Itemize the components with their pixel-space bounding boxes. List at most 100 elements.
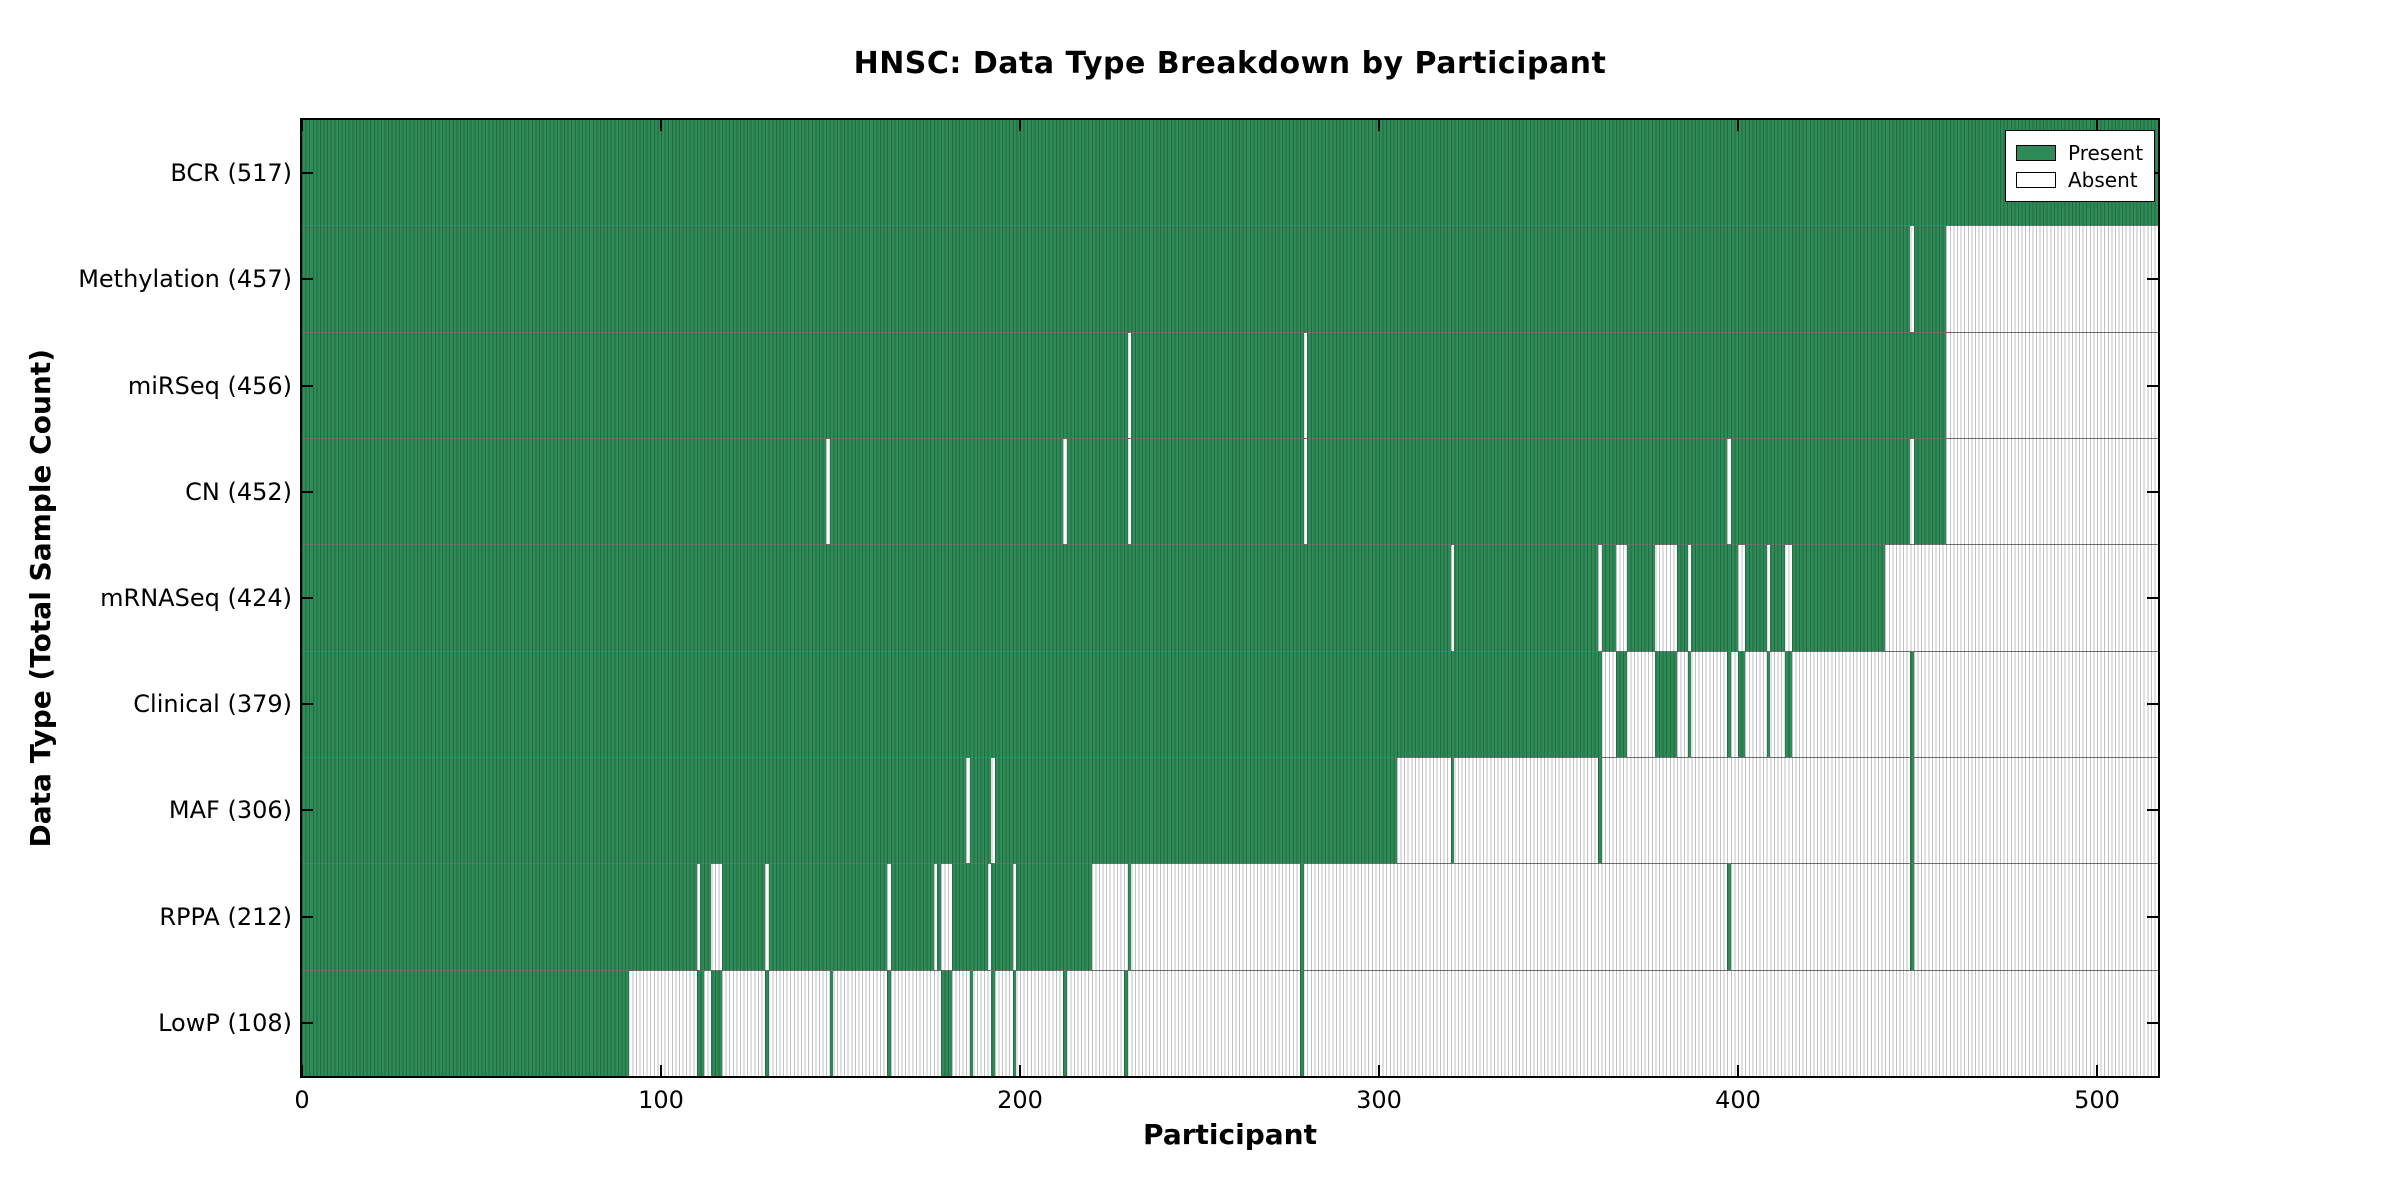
present-segment <box>1687 651 1692 757</box>
present-segment <box>768 864 888 970</box>
present-segment <box>887 970 891 1076</box>
present-segment <box>1300 970 1304 1076</box>
present-segment <box>991 864 1013 970</box>
y-tick-mark <box>2147 703 2158 706</box>
row-label-Clinical: Clinical (379) <box>133 690 292 719</box>
legend-entry-present: Present <box>2016 139 2144 166</box>
x-tick-mark <box>2095 1065 2098 1076</box>
y-tick-mark <box>2147 278 2158 281</box>
y-tick-mark <box>302 915 313 918</box>
y-tick-mark <box>302 597 313 599</box>
present-segment <box>1784 651 1792 757</box>
row-LowP <box>302 970 2158 1076</box>
y-tick-mark <box>302 278 313 281</box>
present-segment <box>1300 864 1304 970</box>
present-segment <box>1307 332 1947 438</box>
matrix-rows <box>302 120 2158 1076</box>
present-segment <box>890 864 934 970</box>
y-tick-mark <box>2147 384 2158 387</box>
y-tick-mark <box>302 172 313 175</box>
present-segment <box>1063 970 1067 1076</box>
present-segment <box>941 970 952 1076</box>
present-segment <box>951 864 988 970</box>
x-tick-mark <box>2095 120 2098 131</box>
legend-entry-absent: Absent <box>2016 166 2144 193</box>
present-segment <box>1770 545 1785 651</box>
present-segment <box>829 438 1064 545</box>
present-swatch <box>2016 144 2056 161</box>
row-label-Methylation: Methylation (457) <box>78 265 292 294</box>
y-tick-mark <box>302 490 313 493</box>
present-segment <box>696 970 705 1076</box>
present-segment <box>302 226 1911 332</box>
present-segment <box>829 970 834 1076</box>
row-label-RPPA: RPPA (212) <box>159 902 292 931</box>
present-segment <box>969 970 974 1076</box>
x-tick-label: 500 <box>2074 1086 2120 1114</box>
present-segment <box>1016 864 1092 970</box>
row-mRNASeq <box>302 545 2158 652</box>
present-segment <box>1910 864 1914 970</box>
present-segment <box>1626 545 1656 651</box>
x-tick-mark <box>301 120 303 131</box>
row-miRSeq <box>302 332 2158 439</box>
present-segment <box>1691 545 1738 651</box>
row-RPPA <box>302 864 2158 971</box>
present-segment <box>1450 757 1455 864</box>
row-label-LowP: LowP (108) <box>158 1008 292 1037</box>
y-tick-mark <box>2147 809 2158 812</box>
plot-area: Present Absent <box>300 118 2160 1078</box>
present-segment <box>1910 651 1914 757</box>
x-tick-mark <box>659 1065 662 1076</box>
row-label-mRNASeq: mRNASeq (424) <box>100 584 292 612</box>
present-segment <box>1766 651 1771 757</box>
present-segment <box>302 757 967 864</box>
present-segment <box>1913 226 1947 332</box>
row-label-CN: CN (452) <box>185 477 292 506</box>
x-tick-mark <box>1736 120 1739 131</box>
present-segment <box>302 545 1451 651</box>
present-segment <box>1913 438 1947 545</box>
chart-title: HNSC: Data Type Breakdown by Participant <box>853 46 1607 81</box>
legend-label-present: Present <box>2068 140 2144 165</box>
present-segment <box>1737 651 1746 757</box>
row-CN <box>302 438 2158 546</box>
x-tick-mark <box>301 1065 303 1076</box>
y-tick-mark <box>302 809 313 812</box>
present-segment <box>1454 545 1598 651</box>
present-segment <box>994 757 1397 864</box>
legend-label-absent: Absent <box>2068 167 2138 192</box>
x-tick-mark <box>1377 120 1380 131</box>
x-tick-mark <box>1377 1065 1380 1076</box>
present-segment <box>1131 332 1304 438</box>
x-tick-label: 100 <box>638 1086 684 1114</box>
present-segment <box>302 864 697 970</box>
present-segment <box>1124 970 1128 1076</box>
x-tick-mark <box>659 120 662 131</box>
present-segment <box>1012 970 1017 1076</box>
y-tick-mark <box>2147 597 2158 599</box>
row-MAF <box>302 757 2158 865</box>
present-segment <box>1910 757 1914 864</box>
present-segment <box>302 438 827 545</box>
x-tick-mark <box>1736 1065 1739 1076</box>
present-segment <box>1727 651 1731 757</box>
row-Clinical <box>302 651 2158 758</box>
y-tick-mark <box>2147 1021 2158 1024</box>
present-segment <box>700 864 712 970</box>
present-segment <box>991 970 995 1076</box>
present-segment <box>937 864 941 970</box>
present-segment <box>1597 757 1602 864</box>
present-segment <box>302 120 2158 226</box>
present-segment <box>302 970 629 1076</box>
x-tick-label: 200 <box>997 1086 1043 1114</box>
row-label-miRSeq: miRSeq (456) <box>127 371 292 400</box>
present-segment <box>1791 545 1886 651</box>
present-segment <box>765 970 769 1076</box>
x-tick-label: 400 <box>1715 1086 1761 1114</box>
y-tick-mark <box>2147 915 2158 918</box>
present-segment <box>1601 545 1616 651</box>
present-segment <box>1615 651 1627 757</box>
x-tick-label: 0 <box>294 1086 310 1114</box>
present-segment <box>1307 438 1728 545</box>
